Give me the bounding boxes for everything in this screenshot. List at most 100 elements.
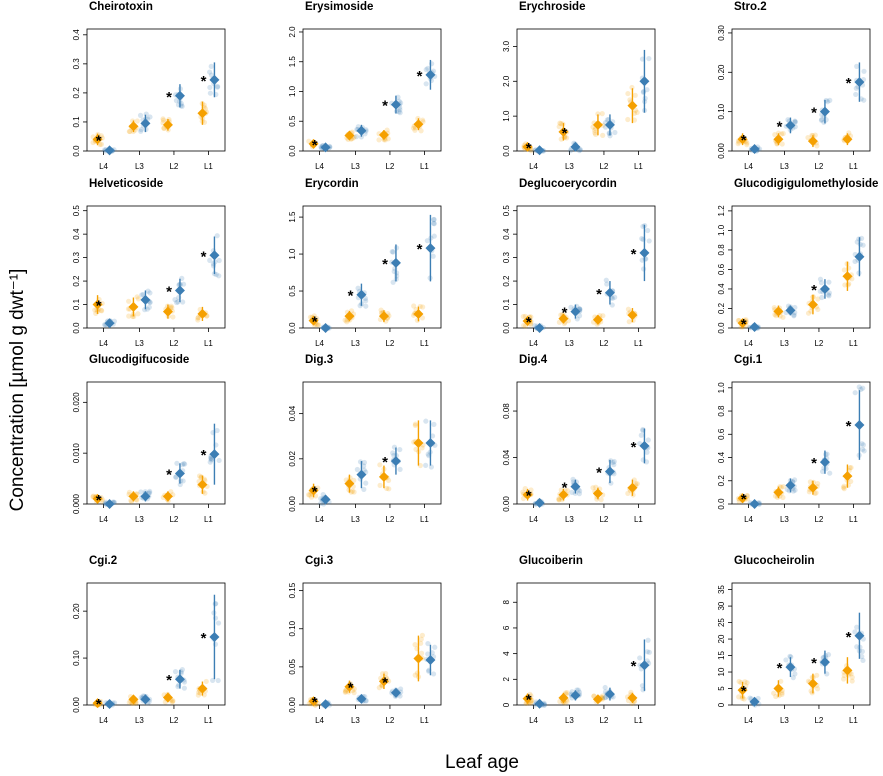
raw-point (412, 421, 419, 427)
panel-4: Helveticoside 0.0 0.1 0.2 0.3 0.4 0.5 L4 L3 L2 L1 *… (72, 178, 226, 348)
raw-point (432, 644, 438, 650)
raw-point (315, 322, 322, 328)
significance-star: * (201, 447, 207, 464)
raw-point (611, 462, 617, 468)
raw-point (429, 433, 436, 439)
raw-point (126, 489, 133, 495)
raw-point (428, 464, 434, 470)
raw-point (418, 640, 424, 646)
raw-point (351, 489, 357, 495)
panel-title: Dig.3 (305, 354, 333, 366)
raw-point (306, 492, 312, 498)
raw-point (570, 476, 576, 482)
x-tick-label: L1 (420, 716, 429, 725)
raw-point (397, 106, 403, 113)
significance-star: * (348, 680, 354, 697)
raw-point (528, 487, 534, 493)
raw-point (384, 127, 390, 133)
raw-point (612, 129, 618, 136)
y-tick-label: 0.10 (72, 650, 81, 666)
raw-point (173, 98, 180, 104)
raw-point (625, 116, 631, 123)
raw-point (430, 671, 437, 677)
raw-point (203, 678, 209, 685)
raw-point (576, 491, 582, 497)
panel-frame (516, 205, 656, 329)
significance-star: * (846, 75, 852, 92)
x-tick-label: L4 (529, 716, 538, 725)
x-tick-label: L4 (99, 162, 108, 171)
y-axis-label: Concentration [µmol g dwt⁻¹] (7, 269, 28, 512)
significance-star: * (201, 630, 207, 647)
mean-marker (534, 698, 545, 709)
mean-marker (842, 665, 853, 676)
raw-point (646, 238, 652, 244)
y-tick-label: 4 (502, 651, 511, 656)
mean-marker (209, 631, 220, 642)
mean-marker (854, 251, 865, 262)
raw-point (90, 139, 96, 146)
raw-point (598, 497, 604, 503)
raw-point (792, 119, 798, 125)
mean-marker (522, 489, 533, 500)
y-tick-label: 35 (717, 585, 726, 594)
y-tick-label: 1.0 (717, 382, 726, 394)
raw-point (568, 304, 574, 310)
raw-point (852, 258, 858, 265)
y-tick-label: 0.000 (72, 493, 81, 514)
raw-point (410, 125, 417, 131)
raw-point (825, 292, 831, 298)
significance-star: * (382, 454, 388, 471)
y-tick-label: 2.0 (288, 26, 297, 38)
mean-marker (308, 485, 319, 496)
raw-point (147, 114, 153, 120)
y-tick-label: 0.0 (717, 498, 726, 510)
raw-point (779, 691, 785, 697)
raw-point (859, 441, 865, 447)
raw-point (790, 488, 797, 494)
raw-point (576, 313, 583, 319)
y-tick-label: 0.0 (288, 145, 297, 157)
x-tick-label: L1 (634, 162, 643, 171)
raw-point (607, 133, 613, 139)
raw-point (577, 488, 583, 494)
raw-point (644, 649, 650, 655)
raw-point (425, 640, 431, 647)
y-tick-label: 0.2 (502, 275, 511, 287)
raw-point (431, 421, 437, 427)
raw-point (431, 233, 437, 239)
raw-point (639, 236, 645, 242)
panel-frame (86, 582, 226, 706)
mean-marker (378, 676, 389, 687)
mean-marker (522, 693, 533, 704)
raw-point (307, 492, 313, 498)
mean-marker (92, 134, 103, 145)
raw-point (390, 450, 396, 456)
y-tick-label: 0.15 (288, 582, 297, 598)
mean-marker (356, 125, 367, 136)
raw-point (569, 489, 575, 495)
raw-point (556, 497, 562, 503)
significance-star: * (526, 488, 532, 505)
mean-marker (104, 318, 115, 329)
y-tick-label: 0 (502, 702, 511, 707)
raw-point (600, 132, 606, 138)
raw-point (423, 81, 429, 87)
raw-point (599, 693, 606, 699)
mean-marker (570, 306, 581, 317)
significance-star: * (596, 286, 602, 303)
mean-marker (344, 311, 355, 322)
y-tick-label: 0.3 (72, 252, 81, 264)
raw-point (173, 474, 179, 480)
raw-point (787, 653, 793, 659)
raw-point (351, 690, 357, 696)
raw-point (603, 277, 609, 283)
y-tick-label: 0.0 (288, 322, 297, 334)
raw-point (418, 128, 424, 134)
raw-point (212, 615, 219, 621)
y-tick-label: 0 (717, 702, 726, 707)
panel-frame (731, 205, 871, 329)
raw-point (390, 249, 396, 255)
raw-point (376, 137, 382, 143)
